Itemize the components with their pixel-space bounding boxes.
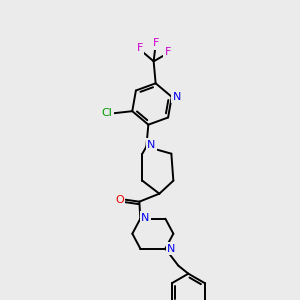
Text: N: N xyxy=(147,140,155,150)
Text: N: N xyxy=(172,92,181,102)
Text: F: F xyxy=(136,43,143,53)
Text: F: F xyxy=(152,38,159,48)
Text: F: F xyxy=(164,47,171,57)
Text: N: N xyxy=(167,244,176,254)
Text: Cl: Cl xyxy=(102,108,113,118)
Text: N: N xyxy=(141,213,149,223)
Text: O: O xyxy=(115,195,124,205)
